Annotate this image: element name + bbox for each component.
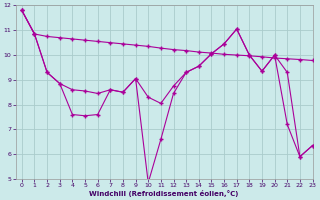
X-axis label: Windchill (Refroidissement éolien,°C): Windchill (Refroidissement éolien,°C): [89, 190, 239, 197]
